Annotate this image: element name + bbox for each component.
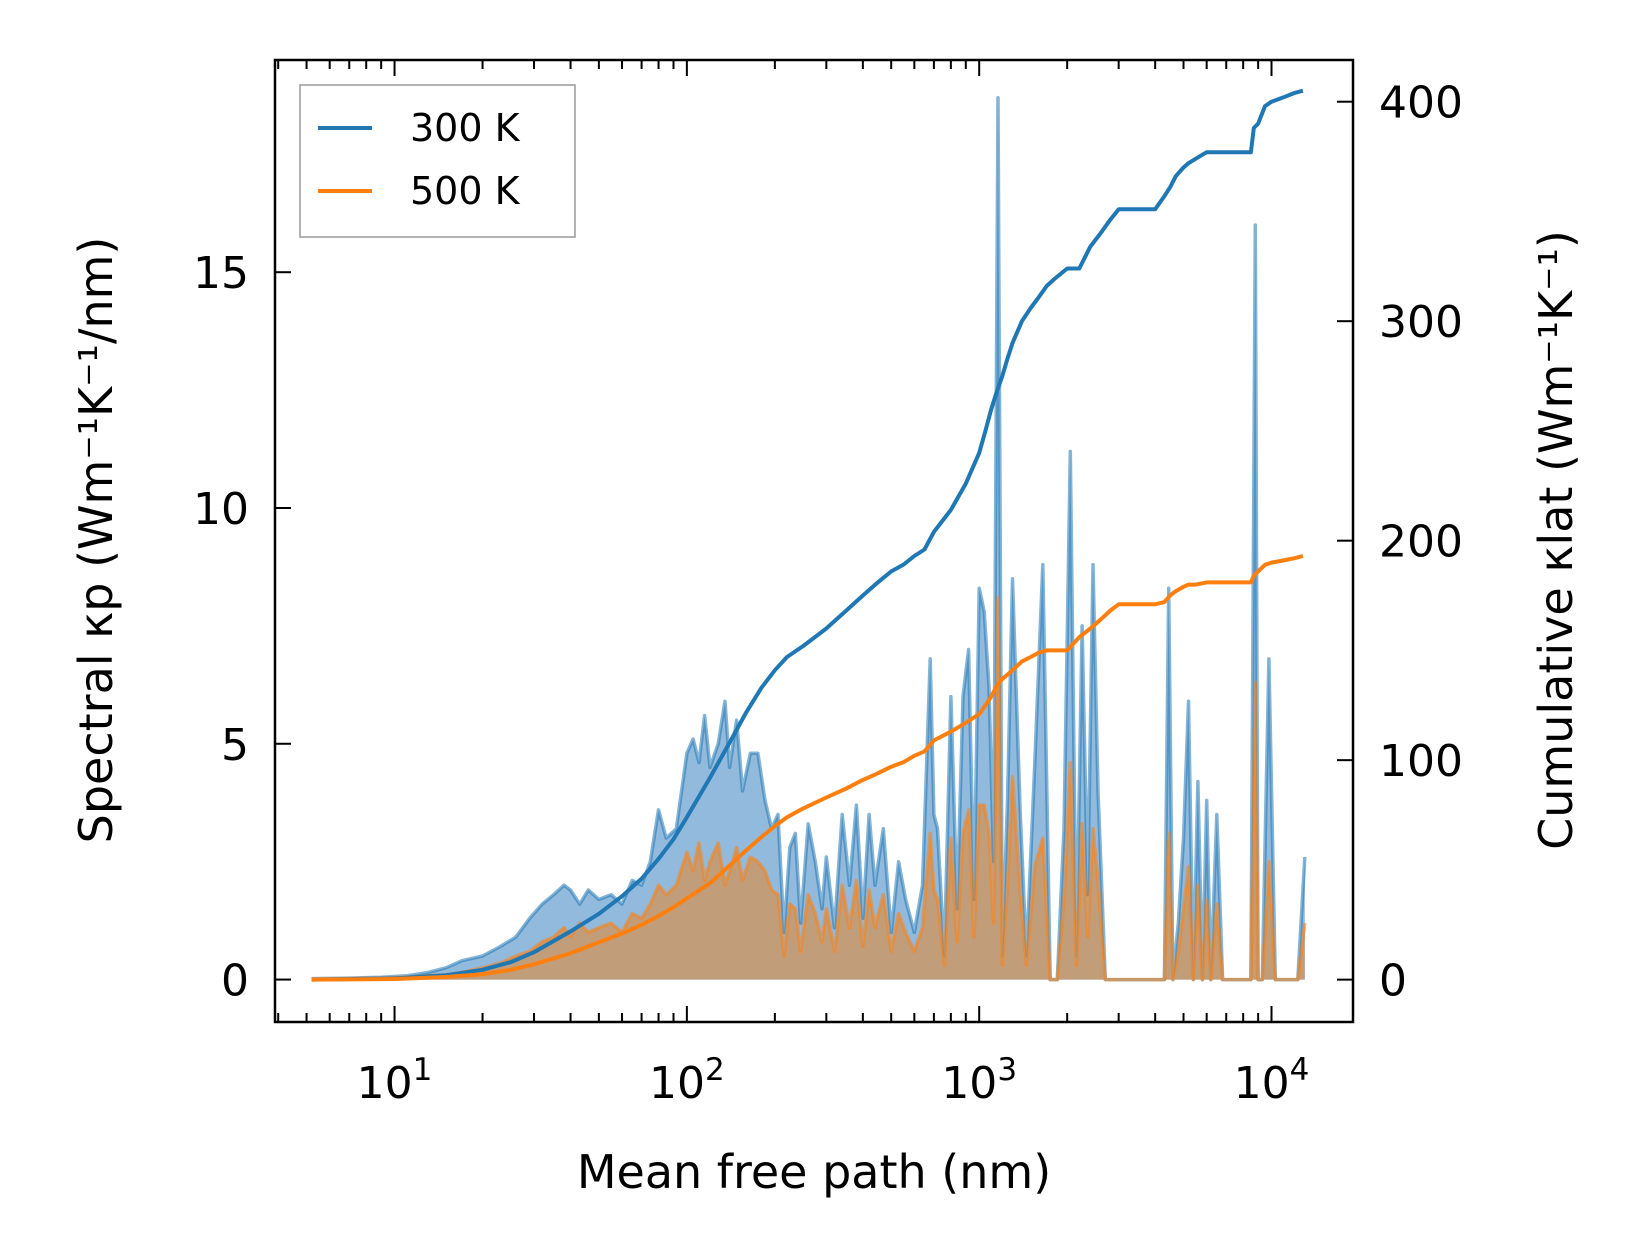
x-tick-label: 101 — [357, 1052, 433, 1109]
area-500k-outline — [311, 595, 1307, 982]
y-left-tick-label: 10 — [193, 484, 249, 535]
y-right-tick-label: 200 — [1379, 517, 1463, 568]
y-left-tick-label: 5 — [221, 720, 249, 771]
axis-ticks — [275, 60, 1353, 1022]
cumulative-lines — [311, 88, 1304, 982]
cumulative-line-500k — [311, 554, 1304, 982]
y-left-axis-title: Spectral κp (Wm⁻¹K⁻¹/nm) — [69, 237, 123, 844]
y-right-axis-title: Cumulative κlat (Wm⁻¹K⁻¹) — [1529, 230, 1583, 850]
legend-label-300k: 300 K — [410, 106, 521, 150]
x-tick-label: 104 — [1234, 1052, 1310, 1109]
legend-label-500k: 500 K — [410, 169, 521, 213]
legend-box — [299, 84, 576, 238]
x-tick-label: 102 — [649, 1052, 725, 1109]
cumulative-line-300k — [311, 88, 1304, 982]
x-axis-title: Mean free path (nm) — [577, 1145, 1051, 1199]
y-left-tick-label: 0 — [221, 956, 249, 1007]
x-tick-label: 103 — [941, 1052, 1017, 1109]
y-left-tick-label: 15 — [193, 248, 249, 299]
axis-tick-labels: 101 102 103 104 0 5 10 15 0 100 200 300 400 — [193, 78, 1463, 1109]
y-right-tick-label: 400 — [1379, 78, 1463, 129]
y-right-tick-label: 300 — [1379, 297, 1463, 348]
y-right-tick-label: 100 — [1379, 736, 1463, 787]
y-right-tick-label: 0 — [1379, 956, 1407, 1007]
legend: 300 K 500 K — [299, 84, 576, 238]
